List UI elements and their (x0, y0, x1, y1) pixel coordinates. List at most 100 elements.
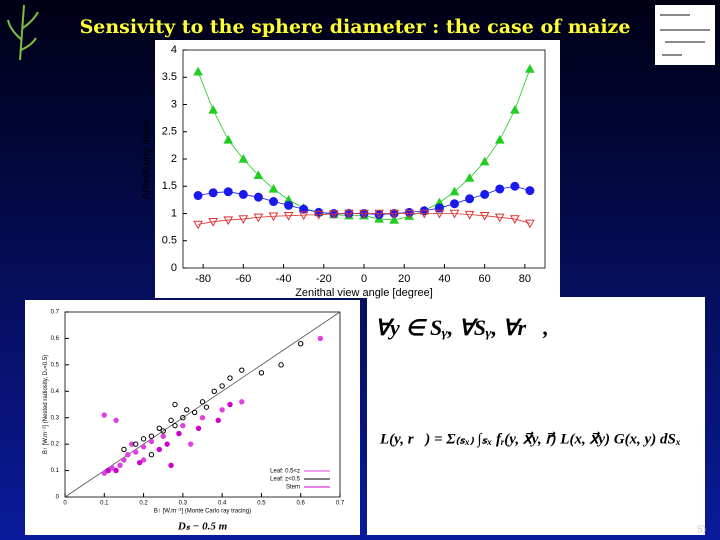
point (268, 212, 279, 222)
point (117, 462, 123, 468)
point (239, 367, 245, 373)
x-axis-label: B↑ [W.m⁻²] (Monte Carlo ray tracing) (154, 508, 251, 514)
point (193, 66, 203, 76)
caption: Dₛ − 0.5 m (177, 521, 228, 533)
y-tick-label: 3 (171, 98, 177, 110)
y-tick-label: 0 (56, 495, 60, 501)
point (449, 186, 460, 196)
y-tick-label: 0 (171, 262, 177, 274)
x-tick-label: -60 (235, 273, 251, 285)
point (184, 407, 190, 413)
point (510, 181, 520, 191)
point (195, 425, 202, 431)
point (211, 388, 217, 394)
point (389, 215, 400, 224)
point (105, 467, 111, 474)
point (199, 415, 206, 421)
point (464, 210, 475, 220)
y-tick-label: 0.1 (51, 468, 60, 474)
y-tick-label: 1.5 (162, 180, 177, 192)
point (125, 452, 131, 458)
point (238, 189, 248, 199)
point (219, 383, 225, 389)
point (140, 436, 147, 442)
point (238, 153, 249, 163)
point (180, 415, 186, 421)
point (203, 404, 210, 410)
y-tick-label: 0.6 (51, 336, 60, 342)
point (434, 209, 445, 219)
y-tick-label: 0.5 (51, 362, 60, 368)
point (278, 362, 284, 368)
point (172, 401, 178, 408)
x-tick-label: 0.2 (139, 501, 148, 507)
y-axis-label: Anisotropy index (141, 118, 153, 200)
y-tick-label: 0.3 (51, 415, 60, 421)
point (239, 399, 245, 405)
point (164, 441, 170, 447)
point (156, 425, 162, 431)
point (219, 407, 225, 413)
point (479, 211, 490, 221)
chart-panel (25, 300, 360, 535)
point (494, 134, 505, 144)
point (191, 409, 198, 416)
point (188, 441, 194, 447)
point (494, 213, 505, 223)
x-tick-label: 0.5 (257, 501, 266, 507)
point (101, 470, 107, 476)
point (419, 209, 430, 219)
point (299, 204, 309, 214)
point (176, 430, 182, 437)
chart-panel (155, 40, 560, 298)
point (509, 215, 520, 224)
point (113, 417, 119, 424)
point (168, 462, 174, 468)
y-tick-label: 4 (171, 44, 177, 56)
point (148, 452, 155, 458)
point (479, 156, 490, 166)
point (253, 213, 264, 223)
point (136, 459, 143, 466)
point (313, 210, 324, 220)
point (328, 210, 339, 220)
x-tick-label: 80 (519, 273, 531, 285)
x-tick-label: 20 (398, 273, 410, 285)
x-tick-label: 60 (479, 273, 491, 285)
legend-label: Leaf: z<0.5 (270, 477, 301, 483)
point (238, 215, 249, 224)
point (148, 438, 155, 445)
x-tick-label: -80 (195, 273, 211, 285)
point (509, 104, 520, 114)
point (140, 457, 147, 463)
point (109, 465, 115, 471)
x-tick-label: 0.4 (218, 501, 227, 507)
y-tick-label: 0.7 (51, 310, 60, 316)
legend-label: Stem (286, 485, 300, 491)
x-tick-label: -40 (276, 273, 292, 285)
x-tick-label: 40 (438, 273, 450, 285)
point (140, 444, 147, 450)
point (404, 209, 415, 219)
point (208, 104, 219, 114)
point (227, 375, 233, 381)
x-tick-label: 0.7 (336, 501, 345, 507)
x-tick-label: -20 (316, 273, 332, 285)
point (133, 441, 139, 447)
point (258, 370, 265, 376)
point (208, 217, 219, 227)
point (495, 184, 505, 194)
point (160, 433, 166, 439)
y-tick-label: 0.2 (51, 442, 60, 448)
plant-icon (7, 4, 39, 61)
point (314, 207, 324, 217)
slide-title: Sensivity to the sphere diameter : the c… (80, 16, 631, 38)
point (434, 203, 444, 213)
point (284, 200, 294, 210)
plot-frame (64, 311, 341, 498)
point (193, 191, 203, 201)
point (253, 192, 263, 202)
y-tick-label: 2 (171, 153, 177, 165)
point (317, 335, 324, 342)
point (121, 446, 127, 453)
